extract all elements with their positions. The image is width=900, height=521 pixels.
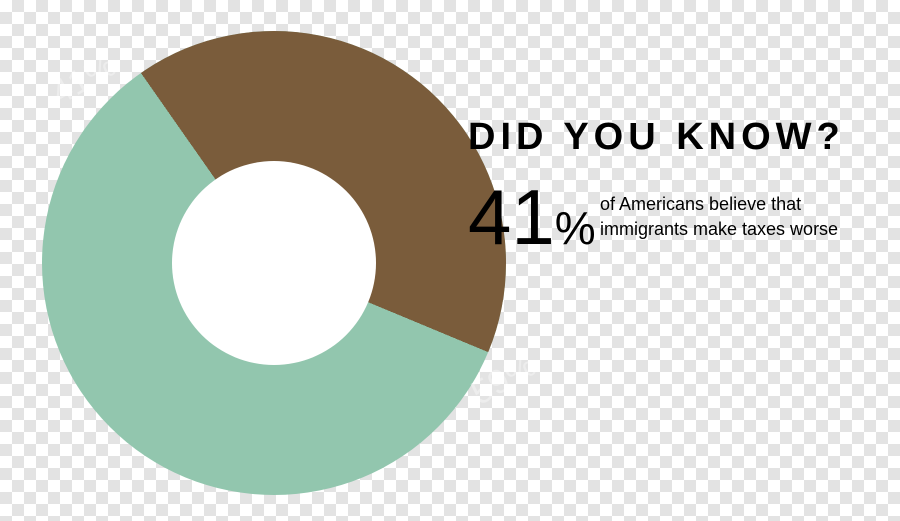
canvas: 41% 59% Did you know? 41% of Americans b… [0,0,900,521]
stat-41-percent: 41% [468,178,596,256]
stat-description: of Americans believe that immigrants mak… [600,192,840,242]
heading-did-you-know: Did you know? [468,116,845,159]
stat-number: 41 [468,173,555,261]
donut-chart [42,31,506,495]
stat-percent-sign: % [555,202,596,254]
donut-hole [172,161,376,365]
stat-description-text: of Americans believe that immigrants mak… [600,194,838,239]
heading-text: Did you know? [468,116,845,158]
